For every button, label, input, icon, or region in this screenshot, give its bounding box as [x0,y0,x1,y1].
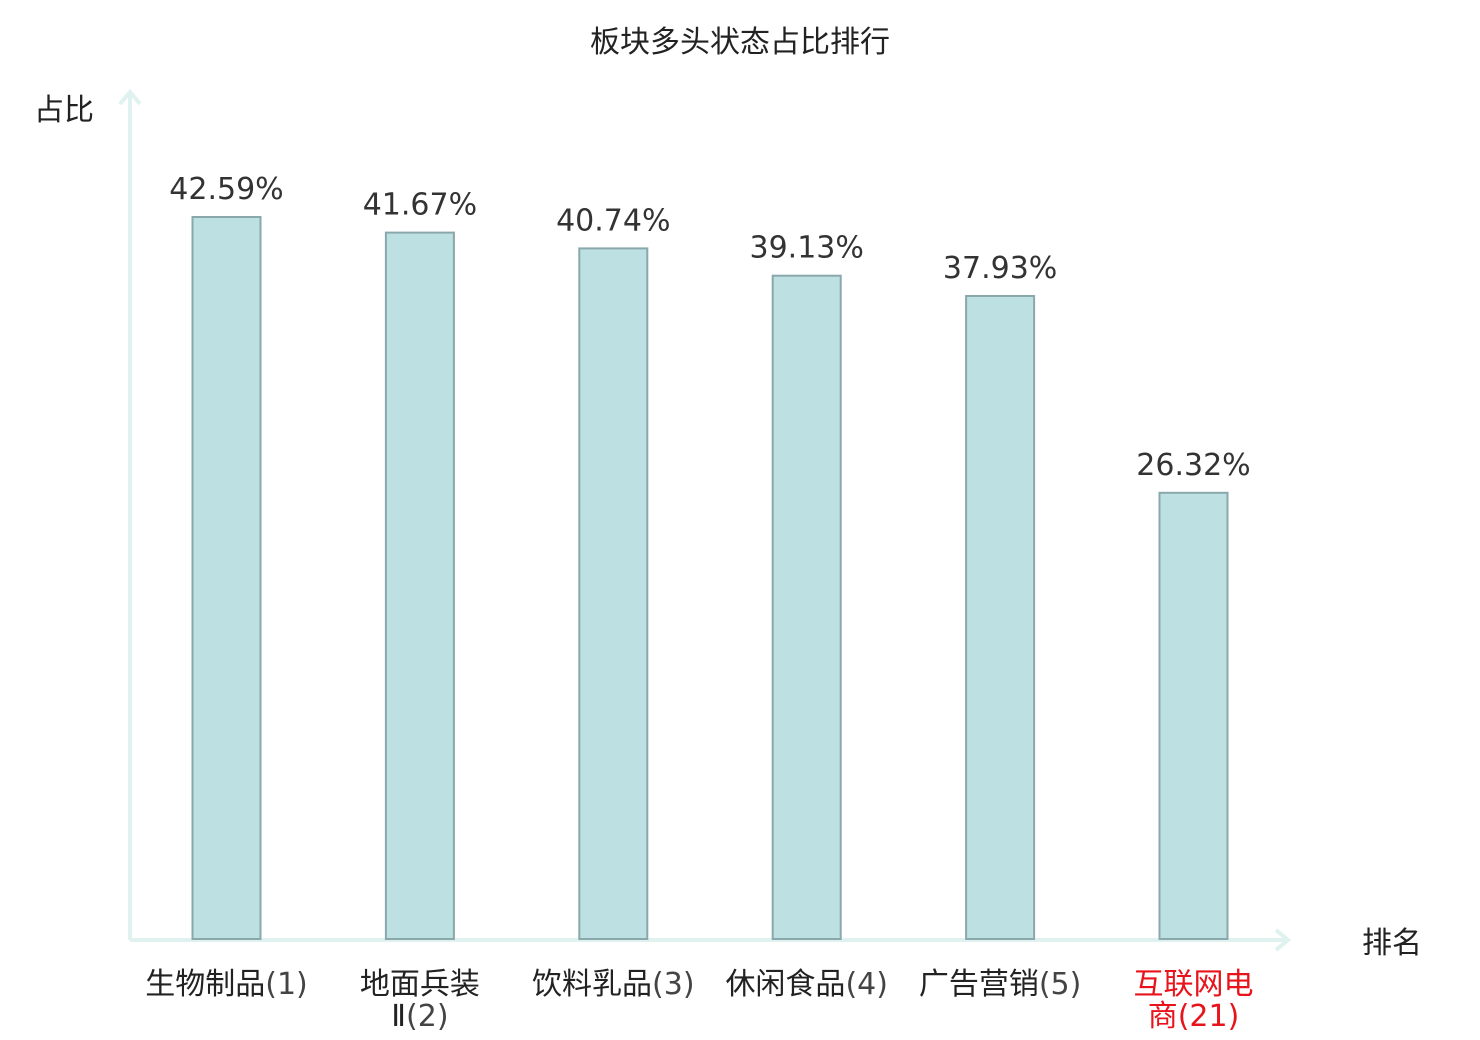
category-label-2: 地面兵装 Ⅱ(2) [360,967,480,1034]
category-rank-4: (4) [845,967,888,1002]
bar-2 [384,231,455,941]
category-rank-3: (3) [652,967,695,1002]
y-axis-label: 占比 [34,93,94,128]
category-name-4-line-1: 休闲食品 [725,967,845,1002]
category-rank-1: (1) [265,967,308,1002]
bar-1 [191,216,262,940]
category-name-2-line-2: Ⅱ [391,999,406,1034]
category-label-6: 互联网电商(21) [1134,967,1254,1034]
value-label-5: 37.93% [943,251,1057,286]
category-label-5: 广告营销(5) [919,967,1082,1002]
x-axis-arrow-icon [1274,928,1292,952]
y-axis-arrow-icon [118,88,142,106]
category-rank-5: (5) [1039,967,1082,1002]
category-label-4: 休闲食品(4) [725,967,888,1002]
value-label-2: 41.67% [363,188,477,223]
bar-4 [771,274,842,940]
value-label-4: 39.13% [750,231,864,266]
x-axis-label: 排名 [1362,926,1422,961]
category-label-1: 生物制品(1) [145,967,308,1002]
bars-group [191,216,1229,941]
category-rank-6: (21) [1178,999,1240,1034]
category-name-6-line-1: 互联网电 [1134,967,1254,1002]
category-label-3: 饮料乳品(3) [532,967,695,1002]
bar-6 [1158,491,1229,940]
bar-5 [965,295,1036,940]
category-name-6-line-2: 商 [1148,999,1178,1034]
bar-3 [578,247,649,940]
category-name-1-line-1: 生物制品 [145,967,265,1002]
category-labels-group: 生物制品(1) 地面兵装 Ⅱ(2) 饮料乳品(3) 休闲食品(4) 广告营销(5) 互联网电… [145,967,1253,1034]
category-name-2-line-1: 地面兵装 [360,967,480,1002]
category-rank-2: (2) [406,999,449,1034]
value-label-6: 26.32% [1136,448,1250,483]
value-label-1: 42.59% [169,172,283,207]
chart-title: 板块多头状态占比排行 [590,25,890,60]
value-label-3: 40.74% [556,203,670,238]
category-name-5-line-1: 广告营销 [919,967,1039,1002]
axes [118,88,1292,952]
value-labels-group: 42.59% 41.67% 40.74% 39.13% 37.93% 26.32% [169,172,1250,483]
category-name-3-line-1: 饮料乳品 [532,967,652,1002]
